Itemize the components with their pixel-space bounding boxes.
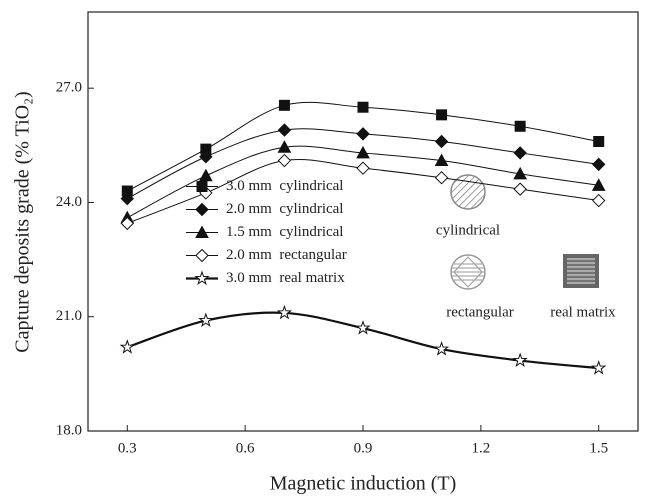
marker	[199, 168, 213, 182]
x-tick-label: 1.5	[589, 440, 608, 456]
marker	[199, 150, 213, 164]
annotation: real matrix	[550, 304, 616, 320]
x-tick-label: 0.6	[236, 440, 255, 456]
marker	[591, 178, 606, 191]
marker	[513, 166, 527, 180]
marker	[119, 339, 135, 354]
marker	[593, 136, 605, 148]
y-tick-label: 18.0	[56, 422, 82, 438]
x-axis-title: Magnetic induction (T)	[270, 473, 457, 495]
marker	[357, 101, 369, 113]
legend-marker	[195, 248, 209, 263]
marker	[120, 191, 134, 206]
y-tick-label: 27.0	[56, 80, 82, 96]
marker	[434, 134, 449, 149]
legend-label: 1.5 mm cylindrical	[226, 224, 343, 240]
marker	[278, 99, 290, 111]
x-tick-label: 0.3	[118, 440, 137, 456]
marker	[277, 140, 292, 153]
y-axis-title: Capture deposits grade (% TiO₂)	[12, 91, 34, 352]
marker	[198, 312, 214, 328]
marker	[592, 193, 606, 208]
y-tick-label: 21.0	[56, 308, 82, 324]
marker	[512, 352, 528, 368]
marker	[277, 123, 292, 137]
real-matrix-icon	[563, 254, 599, 288]
marker	[434, 170, 449, 185]
marker	[276, 304, 293, 320]
legend-label: 3.0 mm cylindrical	[226, 178, 343, 194]
legend-marker	[196, 181, 208, 192]
marker	[356, 161, 370, 175]
cylindrical-icon	[450, 174, 486, 210]
marker	[277, 153, 292, 168]
x-tick-label: 0.9	[354, 440, 373, 456]
marker	[355, 320, 371, 335]
legend-label: 3.0 mm real matrix	[226, 270, 345, 286]
marker	[592, 157, 606, 172]
legend-marker	[194, 270, 210, 285]
marker	[513, 182, 527, 196]
legend-label: 2.0 mm rectangular	[226, 247, 347, 263]
marker	[120, 216, 134, 231]
marker	[514, 120, 526, 132]
rectangular-icon	[450, 254, 486, 290]
annotation: cylindrical	[436, 222, 500, 238]
marker	[356, 127, 370, 141]
marker	[591, 360, 607, 375]
marker	[513, 146, 527, 160]
x-tick-label: 1.2	[471, 440, 490, 456]
legend-label: 2.0 mm cylindrical	[226, 201, 343, 217]
marker	[436, 109, 448, 121]
marker	[433, 341, 450, 356]
legend-marker	[195, 225, 209, 238]
legend-marker	[195, 202, 209, 217]
annotation: rectangular	[446, 304, 513, 320]
marker	[434, 153, 449, 167]
y-tick-label: 24.0	[56, 194, 82, 210]
marker	[356, 145, 370, 159]
plot-frame	[87, 11, 639, 432]
